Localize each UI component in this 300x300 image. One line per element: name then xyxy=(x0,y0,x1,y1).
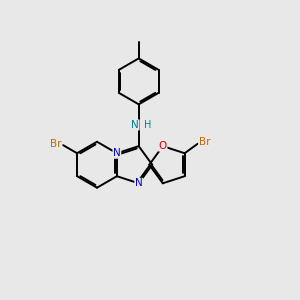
Text: N: N xyxy=(135,178,142,188)
Text: N: N xyxy=(131,120,139,130)
Text: Br: Br xyxy=(50,139,62,149)
Text: H: H xyxy=(144,120,152,130)
Text: Br: Br xyxy=(199,137,210,147)
Text: N: N xyxy=(113,148,121,158)
Text: O: O xyxy=(159,141,167,151)
